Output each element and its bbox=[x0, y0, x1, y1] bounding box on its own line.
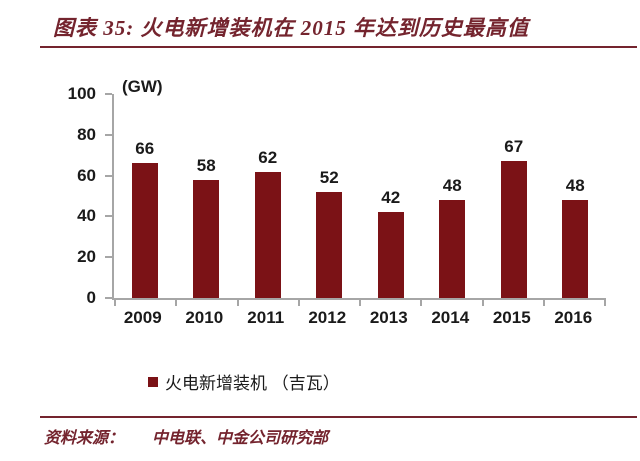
bar-slot-2016: 48 bbox=[545, 94, 607, 298]
x-tick-mark bbox=[481, 300, 484, 306]
source-label: 资料来源： bbox=[44, 430, 125, 447]
y-tick-mark bbox=[105, 133, 112, 136]
legend-label: 火电新增装机 （吉瓦） bbox=[165, 374, 340, 393]
y-axis-unit-label: (GW) bbox=[122, 77, 163, 96]
bar-2011 bbox=[254, 171, 281, 298]
y-tick-mark bbox=[105, 215, 112, 218]
y-tick-mark bbox=[105, 93, 112, 95]
x-tick-mark bbox=[175, 300, 178, 306]
x-tick-mark bbox=[114, 300, 116, 306]
bar-value-label: 58 bbox=[196, 155, 216, 175]
bar-value-label: 42 bbox=[381, 188, 401, 208]
bar-slot-2009: 66 bbox=[114, 94, 176, 298]
x-axis-label-2016: 2016 bbox=[554, 308, 593, 327]
x-tick-mark bbox=[420, 300, 423, 306]
bar-slot-2013: 42 bbox=[360, 94, 422, 298]
x-tick-mark bbox=[236, 300, 239, 306]
title-divider-line bbox=[40, 46, 637, 48]
bar-2015 bbox=[500, 161, 527, 298]
bar-value-label: 67 bbox=[504, 137, 524, 157]
x-axis-label-2013: 2013 bbox=[369, 308, 408, 327]
y-tick-label: 80 bbox=[77, 124, 96, 144]
y-tick-mark bbox=[105, 297, 112, 299]
bar-2016 bbox=[562, 200, 589, 298]
x-axis-label-2012: 2012 bbox=[308, 308, 347, 327]
y-tick-mark bbox=[105, 174, 112, 177]
bar-2009 bbox=[131, 163, 158, 298]
bar-slot-2011: 62 bbox=[237, 94, 299, 298]
plot-area: (GW) 66 58 62 52 42 48 67 48 bbox=[112, 77, 606, 306]
source-text: 中电联、中金公司研究部 bbox=[152, 430, 329, 447]
bar-slot-2010: 58 bbox=[176, 94, 238, 298]
x-tick-mark bbox=[542, 300, 545, 306]
x-axis-label-2015: 2015 bbox=[492, 308, 531, 327]
bar-2012 bbox=[316, 191, 343, 298]
bar-slot-2014: 48 bbox=[422, 94, 484, 298]
x-axis-label-2014: 2014 bbox=[431, 308, 470, 327]
bar-series: 66 58 62 52 42 48 67 48 bbox=[114, 94, 606, 298]
source-note: 资料来源： 中电联、中金公司研究部 bbox=[44, 424, 328, 448]
bar-value-label: 48 bbox=[442, 176, 462, 196]
x-tick-mark bbox=[359, 300, 361, 306]
bar-value-label: 52 bbox=[319, 167, 339, 187]
bar-2014 bbox=[439, 200, 466, 298]
y-axis: 0 20 40 60 80 100 bbox=[40, 84, 112, 307]
y-tick-label: 40 bbox=[77, 206, 96, 226]
bar-value-label: 48 bbox=[565, 176, 585, 196]
bar-2010 bbox=[193, 179, 220, 298]
x-axis-label-2009: 2009 bbox=[123, 308, 162, 327]
bar-value-label: 66 bbox=[135, 139, 155, 159]
bar-value-label: 62 bbox=[258, 147, 278, 167]
x-axis-label-2011: 2011 bbox=[247, 308, 285, 327]
x-axis-ticks bbox=[114, 300, 606, 306]
bar-slot-2015: 67 bbox=[483, 94, 545, 298]
x-tick-mark bbox=[604, 300, 606, 306]
y-tick-mark bbox=[105, 256, 112, 259]
bar-slot-2012: 52 bbox=[299, 94, 361, 298]
legend-swatch bbox=[148, 376, 158, 387]
y-tick-label: 20 bbox=[77, 247, 96, 267]
bar-2013 bbox=[377, 212, 404, 298]
y-tick-label: 60 bbox=[77, 165, 96, 185]
footer-divider-line bbox=[40, 416, 637, 418]
chart-legend: 火电新增装机 （吉瓦） bbox=[148, 369, 340, 394]
y-tick-label: 0 bbox=[86, 288, 96, 307]
figure-title: 图表 35: 火电新增装机在 2015 年达到历史最高值 bbox=[53, 16, 529, 40]
x-tick-mark bbox=[297, 300, 300, 306]
x-axis-labels: 2009 2010 2011 2012 2013 2014 2015 2016 bbox=[112, 308, 604, 328]
y-tick-label: 100 bbox=[67, 84, 96, 103]
x-axis-label-2010: 2010 bbox=[185, 308, 224, 327]
